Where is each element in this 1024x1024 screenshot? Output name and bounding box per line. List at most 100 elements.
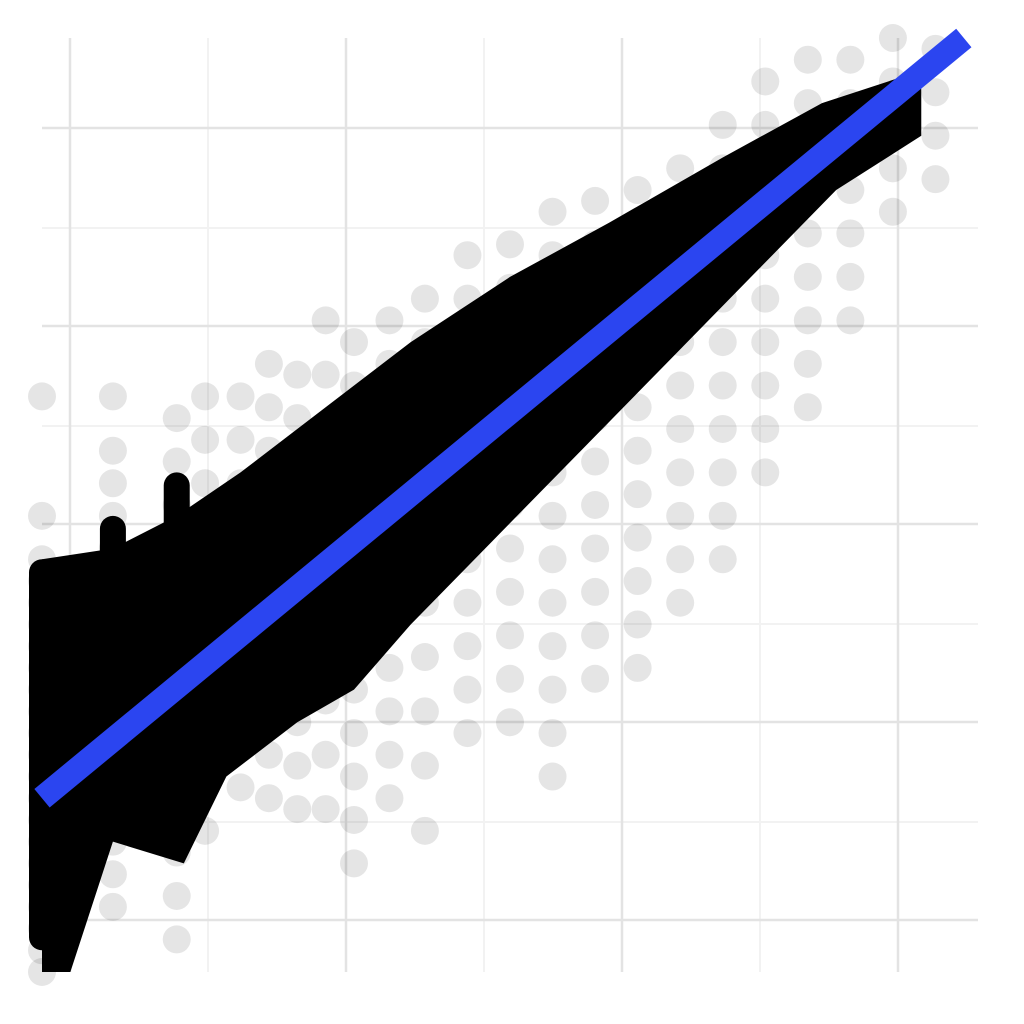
scatter-point <box>496 708 524 737</box>
scatter-point <box>283 751 312 780</box>
scatter-point <box>340 328 368 357</box>
scatter-point <box>751 284 780 313</box>
scatter-point <box>98 382 127 411</box>
scatter-point <box>666 545 695 574</box>
scatter-point <box>254 393 283 422</box>
scatter-point <box>311 795 340 824</box>
dense-point-cloud <box>42 70 922 972</box>
scatter-point <box>453 719 482 748</box>
scatter-point <box>226 425 255 454</box>
scatter-point <box>191 469 220 498</box>
discrete-x-column <box>163 472 190 755</box>
scatter-point <box>708 501 737 530</box>
scatter-point <box>666 154 695 183</box>
fit-line-layer <box>34 28 972 808</box>
scatter-point <box>375 784 404 813</box>
scatter-point <box>623 393 652 422</box>
scatter-point <box>162 881 191 910</box>
scatter-point <box>226 773 255 802</box>
scatter-point <box>581 491 610 519</box>
scatter-point <box>708 371 737 400</box>
scatter-point <box>98 892 127 921</box>
scatter-point <box>254 349 283 378</box>
scatter-point <box>375 697 404 726</box>
scatter-point <box>708 414 737 443</box>
scatter-point <box>496 230 524 259</box>
discrete-x-column <box>99 515 126 831</box>
scatter-point <box>793 306 822 335</box>
scatter-point <box>538 501 567 530</box>
scatter-point <box>581 664 610 693</box>
scatter-point <box>453 632 482 661</box>
scatter-point <box>793 219 822 248</box>
scatter-point <box>453 588 482 617</box>
scatter-point <box>254 784 283 813</box>
scatter-point <box>708 110 737 139</box>
scatter-point <box>581 621 610 650</box>
scatter-point <box>708 328 737 357</box>
scatter-point <box>375 740 404 769</box>
scatter-point <box>538 762 567 791</box>
scatter-point <box>623 610 652 639</box>
scatter-point <box>538 588 567 617</box>
scatter-point <box>98 436 127 465</box>
scatter-point <box>340 849 368 878</box>
scatter-point <box>162 447 191 476</box>
scatter-point <box>751 67 780 96</box>
scatter-point <box>410 643 439 672</box>
scatter-point <box>311 740 340 769</box>
scatter-point <box>793 393 822 422</box>
scatter-point <box>708 545 737 574</box>
scatter-point <box>98 469 127 498</box>
scatter-point <box>538 719 567 748</box>
scatter-point <box>878 197 907 226</box>
scatter-point <box>836 45 865 74</box>
scatter-point <box>878 154 907 183</box>
scatter-point <box>453 675 482 704</box>
scatter-point <box>751 458 780 487</box>
scatter-point <box>921 165 950 194</box>
scatter-point <box>623 523 652 552</box>
scatter-point <box>581 577 610 606</box>
scatter-point <box>666 501 695 530</box>
scatter-point <box>410 816 439 845</box>
scatter-point <box>538 197 567 226</box>
scatter-point <box>28 501 56 530</box>
scatter-point <box>793 45 822 74</box>
discrete-x-column <box>29 559 55 951</box>
scatter-point <box>921 121 950 150</box>
scatter-point <box>538 675 567 704</box>
scatter-point <box>340 719 368 748</box>
scatter-point <box>666 371 695 400</box>
scatter-point <box>581 186 610 215</box>
scatter-point <box>311 360 340 389</box>
scatter-point <box>410 751 439 780</box>
scatter-point <box>28 382 56 411</box>
scatter-point <box>666 588 695 617</box>
scatter-point <box>751 414 780 443</box>
scatter-point <box>836 262 865 291</box>
scatter-point <box>708 458 737 487</box>
scatter-point <box>793 262 822 291</box>
scatter-point <box>878 24 907 52</box>
scatter-point <box>538 632 567 661</box>
scatter-point <box>410 697 439 726</box>
scatter-point <box>375 306 404 335</box>
scatter-point <box>162 404 191 433</box>
scatter-point <box>162 925 191 954</box>
scatter-point <box>496 534 524 563</box>
scatter-point <box>581 534 610 563</box>
scatter-point <box>623 436 652 465</box>
scatter-point <box>623 567 652 596</box>
scatter-point <box>283 795 312 824</box>
scatter-point <box>496 621 524 650</box>
scatter-point <box>623 653 652 682</box>
scatter-point <box>623 176 652 205</box>
scatter-point <box>623 480 652 509</box>
scatter-point <box>340 805 368 834</box>
scatter-point <box>410 284 439 313</box>
scatter-point <box>226 382 255 411</box>
scatter-point <box>283 360 312 389</box>
